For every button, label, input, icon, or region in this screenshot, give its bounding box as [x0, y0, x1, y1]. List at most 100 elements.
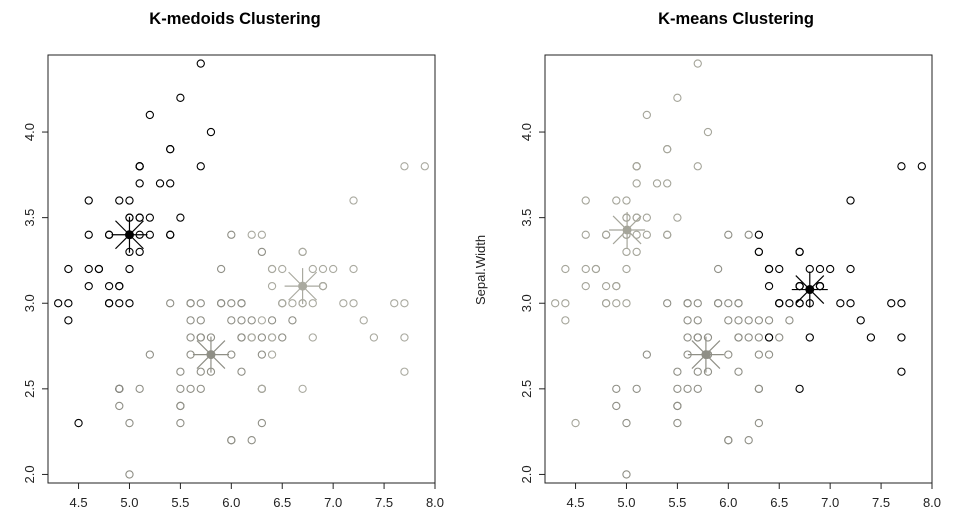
kmeans-cluster-3-point	[867, 334, 874, 341]
kmeans-cluster-2-point	[725, 351, 732, 358]
kmedoids-cluster-2-point	[238, 368, 245, 375]
kmeans-cluster-2-point	[674, 419, 681, 426]
kmedoids-cluster-1-point	[126, 197, 133, 204]
kmedoids-cluster-2-point	[258, 419, 265, 426]
kmedoids-x-tick-label: 6.5	[273, 495, 291, 510]
kmeans-cluster-3-point	[796, 385, 803, 392]
kmeans-cluster-1-point	[633, 248, 640, 255]
kmeans-cluster-2-point	[623, 471, 630, 478]
kmeans-cluster-2-point	[735, 368, 742, 375]
kmedoids-cluster-3-point	[350, 197, 357, 204]
kmedoids-cluster-3-point	[258, 231, 265, 238]
kmedoids-y-tick-label: 3.5	[22, 209, 37, 227]
kmeans-cluster-3-point	[816, 265, 823, 272]
kmedoids-cluster-3-point	[268, 334, 275, 341]
kmeans-cluster-3-point	[898, 368, 905, 375]
kmeans-cluster-1-point	[582, 231, 589, 238]
kmeans-cluster-2-point	[755, 351, 762, 358]
kmedoids-cluster-3-point	[401, 334, 408, 341]
kmeans-x-tick-label: 4.5	[567, 495, 585, 510]
kmedoids-cluster-2-point	[228, 231, 235, 238]
kmeans-y-tick-label: 4.0	[519, 123, 534, 141]
kmedoids-cluster-2-point	[197, 317, 204, 324]
kmeans-cluster-1-point	[582, 197, 589, 204]
kmeans-cluster-3-point	[827, 265, 834, 272]
kmedoids-cluster-3-point	[401, 368, 408, 375]
kmeans-cluster-1-center	[609, 212, 645, 248]
kmeans-cluster-1-point	[643, 214, 650, 221]
kmeans-cluster-2-point	[745, 437, 752, 444]
kmeans-cluster-2-point	[725, 317, 732, 324]
kmedoids-cluster-2-center	[193, 337, 229, 373]
kmedoids-cluster-1-point	[136, 163, 143, 170]
kmeans-cluster-2-point	[745, 317, 752, 324]
kmedoids-cluster-1-point	[116, 300, 123, 307]
kmeans-cluster-2-point	[674, 385, 681, 392]
kmeans-cluster-3-point	[765, 265, 772, 272]
kmedoids-cluster-3-point	[309, 300, 316, 307]
kmeans-cluster-3-point	[776, 300, 783, 307]
kmeans-cluster-2-point	[684, 385, 691, 392]
kmedoids-cluster-3-point	[309, 334, 316, 341]
kmeans-title: K-means Clustering	[658, 10, 814, 28]
kmedoids-cluster-1-point	[156, 180, 163, 187]
kmedoids-cluster-2-point	[258, 351, 265, 358]
kmedoids-cluster-2-point	[146, 351, 153, 358]
kmedoids-cluster-1-point	[85, 231, 92, 238]
kmedoids-cluster-2-point	[279, 334, 286, 341]
kmeans-cluster-1-point	[613, 300, 620, 307]
kmeans-cluster-1-point	[603, 231, 610, 238]
kmeans-cluster-1-point	[623, 214, 630, 221]
kmedoids-cluster-3-point	[289, 300, 296, 307]
kmedoids-chart: K-medoids Clustering 4.5 5.0 5.5 6.0 6.5 7.0 7…	[22, 10, 444, 510]
kmedoids-cluster-1-point	[65, 317, 72, 324]
kmedoids-x-tick-label: 5.0	[120, 495, 138, 510]
kmeans-cluster-1-point	[664, 180, 671, 187]
kmedoids-cluster-2-point	[238, 334, 245, 341]
kmedoids-cluster-1-point	[136, 180, 143, 187]
kmeans-cluster-3-point	[755, 248, 762, 255]
kmedoids-cluster-2-point	[187, 317, 194, 324]
kmeans-cluster-1-point	[562, 317, 569, 324]
kmedoids-cluster-1-point	[85, 197, 92, 204]
kmeans-cluster-3-point	[755, 231, 762, 238]
kmeans-cluster-2-point	[694, 334, 701, 341]
kmeans-cluster-2-point	[755, 419, 762, 426]
kmedoids-plot-frame	[48, 55, 435, 483]
kmeans-cluster-2-point	[684, 317, 691, 324]
kmeans-cluster-1-point	[603, 283, 610, 290]
kmeans-cluster-3-point	[847, 300, 854, 307]
kmeans-cluster-2-point	[776, 334, 783, 341]
kmeans-y-tick-label: 2.5	[519, 380, 534, 398]
kmedoids-cluster-3-point	[421, 163, 428, 170]
kmedoids-cluster-1-point	[167, 180, 174, 187]
kmeans-x-tick-label: 6.5	[770, 495, 788, 510]
kmeans-cluster-1-point	[694, 163, 701, 170]
kmedoids-cluster-1-center	[111, 217, 147, 253]
kmeans-points	[552, 60, 926, 478]
kmeans-cluster-1-point	[582, 283, 589, 290]
kmeans-cluster-2-point	[715, 300, 722, 307]
kmeans-cluster-1-point	[694, 60, 701, 67]
kmeans-cluster-3-point	[806, 334, 813, 341]
kmeans-cluster-2-point	[725, 231, 732, 238]
kmedoids-cluster-1-point	[106, 283, 113, 290]
kmeans-cluster-2-point	[735, 300, 742, 307]
kmeans-cluster-1-point	[623, 265, 630, 272]
kmeans-x-axis: 4.5 5.0 5.5 6.0 6.5 7.0 7.5 8.0	[567, 483, 942, 510]
kmedoids-cluster-1-point	[146, 214, 153, 221]
kmedoids-y-tick-label: 3.0	[22, 294, 37, 312]
kmeans-cluster-2-point	[755, 317, 762, 324]
kmeans-cluster-1-point	[582, 265, 589, 272]
kmeans-cluster-1-point	[664, 231, 671, 238]
kmedoids-cluster-2-point	[167, 300, 174, 307]
kmeans-x-tick-label: 5.5	[668, 495, 686, 510]
kmedoids-cluster-1-point	[207, 128, 214, 135]
kmeans-cluster-1-point	[633, 180, 640, 187]
kmedoids-y-tick-label: 4.0	[22, 123, 37, 141]
kmeans-cluster-2-point	[674, 368, 681, 375]
kmeans-cluster-2-point	[694, 385, 701, 392]
kmedoids-cluster-1-point	[177, 94, 184, 101]
kmeans-cluster-2-center	[688, 337, 724, 373]
kmedoids-title: K-medoids Clustering	[149, 10, 320, 28]
